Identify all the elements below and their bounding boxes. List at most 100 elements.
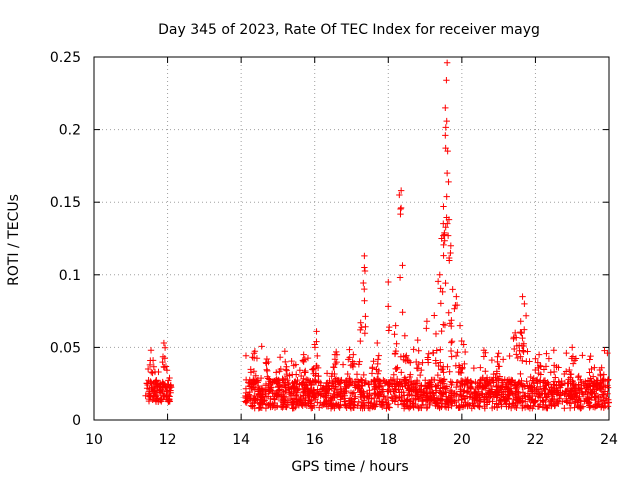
data-point	[466, 393, 473, 401]
data-point	[543, 381, 550, 389]
data-point	[361, 285, 368, 293]
x-tick-label: 10	[85, 432, 103, 448]
data-point	[321, 401, 329, 408]
data-point	[290, 399, 297, 407]
data-point	[372, 403, 379, 410]
data-point	[505, 379, 512, 387]
data-point	[257, 374, 265, 382]
data-point	[442, 124, 449, 131]
data-point	[403, 352, 410, 359]
data-point	[408, 385, 415, 393]
data-point	[342, 384, 350, 392]
data-point	[440, 376, 448, 383]
data-point	[152, 377, 160, 384]
data-point	[474, 391, 481, 399]
data-point	[488, 376, 495, 384]
data-point	[597, 384, 605, 392]
data-point	[243, 397, 251, 404]
data-point	[152, 397, 160, 404]
data-point	[305, 397, 312, 405]
data-point	[269, 378, 277, 385]
data-point	[271, 390, 279, 397]
data-point	[341, 379, 348, 386]
data-point	[292, 361, 300, 368]
data-point	[493, 391, 500, 398]
data-point	[523, 378, 530, 385]
data-point	[336, 404, 343, 411]
data-point	[270, 393, 278, 400]
data-point	[516, 393, 524, 400]
data-point	[353, 371, 361, 378]
data-point	[385, 278, 392, 286]
data-point	[160, 392, 168, 400]
data-point	[539, 404, 546, 411]
data-point	[302, 386, 309, 393]
data-point	[290, 398, 298, 406]
data-point	[397, 204, 405, 212]
data-point	[250, 354, 258, 362]
data-point	[496, 386, 503, 393]
data-point	[350, 398, 358, 406]
data-point	[292, 392, 299, 399]
data-point	[419, 359, 426, 366]
data-point	[442, 104, 449, 112]
data-point	[452, 352, 460, 360]
data-point	[418, 391, 425, 398]
data-point	[532, 355, 539, 362]
data-point	[304, 376, 311, 384]
data-point	[555, 400, 562, 407]
data-point	[399, 262, 406, 269]
data-point	[482, 368, 489, 375]
data-point	[314, 352, 321, 360]
data-point	[428, 376, 435, 384]
data-point	[255, 391, 263, 399]
data-point	[493, 368, 501, 375]
data-point	[440, 390, 447, 397]
data-point	[301, 380, 309, 388]
data-point	[396, 274, 404, 281]
data-point	[362, 313, 369, 320]
data-point	[437, 359, 444, 366]
data-point	[153, 391, 160, 399]
data-point	[302, 367, 309, 375]
data-point	[277, 365, 284, 373]
data-point	[506, 391, 514, 398]
data-point	[300, 351, 307, 358]
data-point	[571, 388, 579, 396]
data-point	[574, 374, 582, 381]
data-point	[361, 403, 368, 410]
data-point	[310, 365, 318, 372]
data-point	[331, 356, 339, 363]
data-point	[414, 402, 422, 410]
x-axis-ticks: 10 12 14 16 18 20 22 24	[85, 57, 618, 448]
data-point	[544, 404, 551, 412]
data-point	[374, 370, 382, 377]
data-point	[404, 392, 412, 399]
data-point	[347, 389, 355, 397]
plot-frame	[93, 56, 610, 421]
data-point	[443, 383, 451, 390]
data-point	[532, 390, 540, 397]
data-point	[481, 402, 488, 410]
x-tick-label: 20	[453, 432, 471, 448]
data-point	[493, 404, 501, 411]
data-point	[478, 390, 485, 397]
data-point	[424, 392, 431, 400]
data-point	[539, 390, 546, 397]
data-point	[434, 278, 442, 285]
data-point	[393, 340, 400, 347]
data-point	[424, 403, 431, 411]
data-point	[292, 378, 299, 385]
data-point	[282, 358, 289, 366]
data-point	[432, 389, 440, 396]
data-point	[410, 396, 418, 404]
data-point	[359, 382, 366, 390]
data-point	[394, 401, 402, 408]
data-point	[252, 396, 260, 403]
data-point	[385, 303, 392, 310]
data-point	[460, 341, 467, 348]
data-point	[399, 309, 406, 316]
data-point	[258, 343, 265, 350]
data-point	[333, 348, 340, 356]
data-point	[456, 322, 464, 329]
